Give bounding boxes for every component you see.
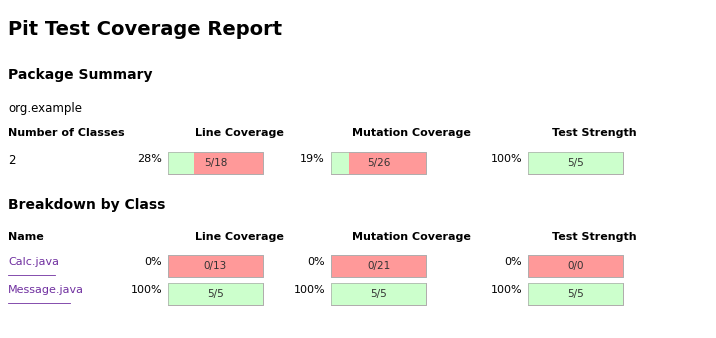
FancyBboxPatch shape xyxy=(528,255,623,277)
FancyBboxPatch shape xyxy=(528,152,623,174)
Text: Breakdown by Class: Breakdown by Class xyxy=(8,198,165,212)
Text: Mutation Coverage: Mutation Coverage xyxy=(352,232,471,242)
Text: 5/5: 5/5 xyxy=(207,289,224,299)
Text: 5/5: 5/5 xyxy=(567,158,584,168)
Text: 28%: 28% xyxy=(137,154,162,164)
Text: 5/5: 5/5 xyxy=(567,289,584,299)
Text: org.example: org.example xyxy=(8,102,82,115)
FancyBboxPatch shape xyxy=(331,283,426,305)
Text: 100%: 100% xyxy=(294,285,325,295)
Text: 0%: 0% xyxy=(307,257,325,267)
Text: Test Strength: Test Strength xyxy=(552,232,637,242)
Text: 100%: 100% xyxy=(130,285,162,295)
Text: 19%: 19% xyxy=(300,154,325,164)
FancyBboxPatch shape xyxy=(168,283,263,305)
Text: 0/0: 0/0 xyxy=(567,261,584,271)
Text: 100%: 100% xyxy=(490,154,522,164)
FancyBboxPatch shape xyxy=(168,152,195,174)
FancyBboxPatch shape xyxy=(168,283,263,305)
Text: 5/18: 5/18 xyxy=(204,158,227,168)
FancyBboxPatch shape xyxy=(331,152,426,174)
FancyBboxPatch shape xyxy=(331,255,426,277)
Text: Calc.java: Calc.java xyxy=(8,257,59,267)
FancyBboxPatch shape xyxy=(528,152,623,174)
FancyBboxPatch shape xyxy=(168,152,263,174)
FancyBboxPatch shape xyxy=(528,283,623,305)
Text: Line Coverage: Line Coverage xyxy=(195,232,284,242)
Text: Test Strength: Test Strength xyxy=(552,128,637,138)
Text: 0/21: 0/21 xyxy=(367,261,390,271)
Text: 5/26: 5/26 xyxy=(367,158,390,168)
FancyBboxPatch shape xyxy=(168,255,263,277)
Text: Mutation Coverage: Mutation Coverage xyxy=(352,128,471,138)
Text: 2: 2 xyxy=(8,154,16,167)
Text: Line Coverage: Line Coverage xyxy=(195,128,284,138)
Text: Number of Classes: Number of Classes xyxy=(8,128,125,138)
Text: 5/5: 5/5 xyxy=(370,289,387,299)
FancyBboxPatch shape xyxy=(331,283,426,305)
FancyBboxPatch shape xyxy=(528,283,623,305)
Text: Message.java: Message.java xyxy=(8,285,84,295)
Text: Name: Name xyxy=(8,232,44,242)
Text: Pit Test Coverage Report: Pit Test Coverage Report xyxy=(8,20,282,39)
Text: 100%: 100% xyxy=(490,285,522,295)
FancyBboxPatch shape xyxy=(331,152,349,174)
Text: Package Summary: Package Summary xyxy=(8,68,153,82)
Text: 0/13: 0/13 xyxy=(204,261,227,271)
Text: 0%: 0% xyxy=(145,257,162,267)
Text: 0%: 0% xyxy=(504,257,522,267)
